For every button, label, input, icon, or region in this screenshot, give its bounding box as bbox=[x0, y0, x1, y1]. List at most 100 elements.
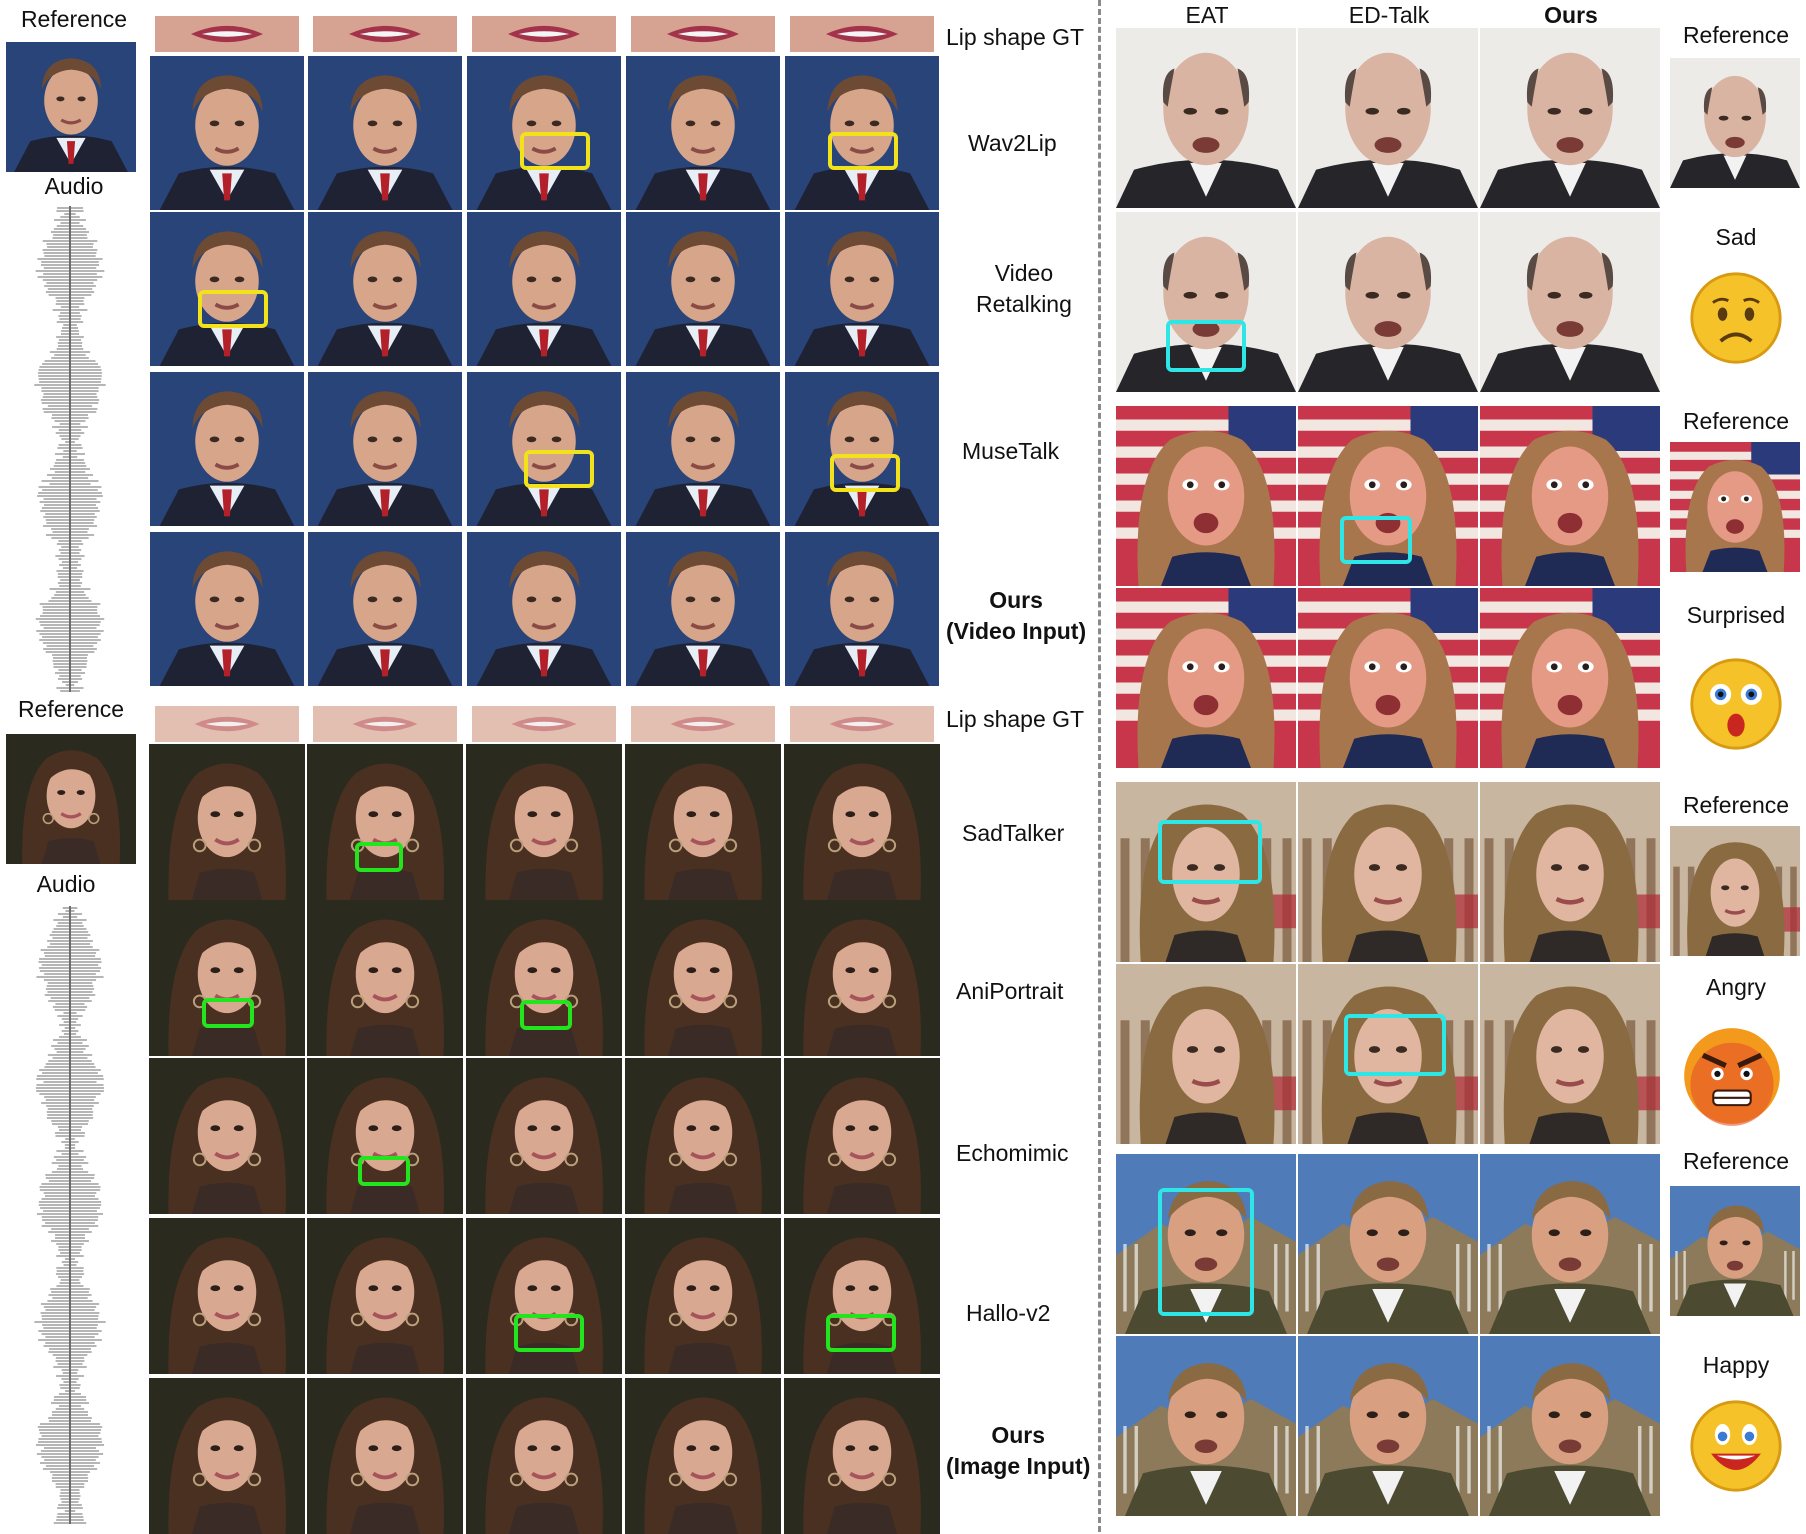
emotion-label-angry: Angry bbox=[1705, 974, 1767, 1000]
row-label-lip-gt: Lip shape GT bbox=[946, 24, 1085, 50]
video-frame bbox=[783, 1058, 941, 1214]
video-frame bbox=[306, 744, 464, 900]
row-label-aniportrait: AniPortrait bbox=[956, 978, 1064, 1004]
lip-shape-gt-frame bbox=[624, 16, 782, 52]
reference-label: Reference bbox=[1682, 792, 1790, 818]
video-frame bbox=[624, 900, 782, 1056]
audio-label: Audio bbox=[36, 871, 96, 897]
emotion-frame bbox=[1116, 1336, 1296, 1516]
emotion-frame bbox=[1480, 782, 1660, 962]
highlight-box bbox=[355, 842, 403, 872]
video-frame bbox=[148, 212, 306, 366]
video-frame bbox=[306, 372, 464, 526]
video-frame bbox=[624, 532, 782, 686]
reference-label: Reference bbox=[1682, 1148, 1790, 1174]
reference-image bbox=[6, 42, 136, 172]
video-frame bbox=[148, 744, 306, 900]
lip-shape-gt-frame bbox=[148, 16, 306, 52]
reference-image bbox=[6, 734, 136, 864]
emotion-frame bbox=[1480, 28, 1660, 208]
audio-waveform bbox=[34, 206, 106, 692]
row-label-hallo-v2: Hallo-v2 bbox=[966, 1300, 1051, 1326]
highlight-box bbox=[358, 1156, 410, 1186]
video-frame bbox=[148, 56, 306, 210]
lip-shape-gt-frame bbox=[465, 706, 623, 742]
lip-shape-gt-frame bbox=[306, 16, 464, 52]
video-frame bbox=[465, 900, 623, 1056]
video-frame bbox=[465, 372, 623, 526]
row-label-wav2lip: Wav2Lip bbox=[968, 130, 1057, 156]
highlight-box bbox=[1340, 516, 1412, 564]
surprised-emoji-icon bbox=[1688, 656, 1784, 752]
video-frame bbox=[465, 212, 623, 366]
emotion-frame bbox=[1480, 964, 1660, 1144]
column-header-ours: Ours bbox=[1544, 2, 1598, 28]
row-label-musetalk: MuseTalk bbox=[962, 438, 1060, 464]
emotion-frame bbox=[1116, 28, 1296, 208]
reference-image bbox=[1670, 826, 1800, 956]
emotion-frame bbox=[1480, 1336, 1660, 1516]
emotion-frame bbox=[1480, 588, 1660, 768]
lip-shape-gt-frame bbox=[624, 706, 782, 742]
video-frame bbox=[624, 744, 782, 900]
video-frame bbox=[465, 1058, 623, 1214]
emotion-label-surprised: Surprised bbox=[1686, 602, 1786, 628]
video-frame bbox=[465, 532, 623, 686]
video-frame bbox=[306, 212, 464, 366]
video-frame bbox=[465, 744, 623, 900]
emotion-label-sad: Sad bbox=[1715, 224, 1757, 250]
video-frame bbox=[306, 1378, 464, 1534]
lip-shape-gt-frame bbox=[306, 706, 464, 742]
highlight-box bbox=[514, 1314, 584, 1352]
row-label-sadtalker: SadTalker bbox=[962, 820, 1065, 846]
video-frame bbox=[148, 532, 306, 686]
highlight-box bbox=[520, 1000, 572, 1030]
happy-emoji-icon bbox=[1688, 1398, 1784, 1494]
highlight-box bbox=[830, 454, 900, 492]
row-label-echomimic: Echomimic bbox=[956, 1140, 1069, 1166]
reference-label: Reference bbox=[1682, 408, 1790, 434]
row-label-ours-image: Ours (Image Input) bbox=[946, 1422, 1091, 1479]
reference-label: Reference bbox=[1682, 22, 1790, 48]
emotion-frame bbox=[1480, 406, 1660, 586]
row-label-ours-video: Ours (Video Input) bbox=[946, 587, 1087, 644]
emotion-frame bbox=[1298, 212, 1478, 392]
emotion-frame bbox=[1480, 212, 1660, 392]
emotion-frame bbox=[1116, 964, 1296, 1144]
lip-shape-gt-frame bbox=[783, 16, 941, 52]
highlight-box bbox=[524, 450, 594, 488]
emotion-frame bbox=[1116, 588, 1296, 768]
emotion-frame bbox=[1298, 782, 1478, 962]
reference-label: Reference bbox=[20, 6, 128, 32]
video-frame bbox=[306, 900, 464, 1056]
sad-emoji-icon bbox=[1688, 270, 1784, 366]
highlight-box bbox=[520, 132, 590, 170]
video-frame bbox=[306, 1058, 464, 1214]
video-frame bbox=[148, 372, 306, 526]
video-frame bbox=[783, 1378, 941, 1534]
video-frame bbox=[624, 1378, 782, 1534]
dashed-divider bbox=[1098, 0, 1101, 1532]
video-frame bbox=[148, 900, 306, 1056]
row-label-lip-gt: Lip shape GT bbox=[946, 706, 1085, 732]
highlight-box bbox=[828, 132, 898, 170]
video-frame bbox=[624, 372, 782, 526]
video-frame bbox=[783, 212, 941, 366]
reference-image bbox=[1670, 1186, 1800, 1316]
highlight-box bbox=[1166, 320, 1246, 372]
emotion-frame bbox=[1116, 406, 1296, 586]
video-frame bbox=[306, 1218, 464, 1374]
video-frame bbox=[306, 56, 464, 210]
angry-emoji-icon bbox=[1680, 1024, 1784, 1128]
highlight-box bbox=[1344, 1014, 1446, 1076]
video-frame bbox=[148, 1058, 306, 1214]
lip-shape-gt-frame bbox=[148, 706, 306, 742]
video-frame bbox=[624, 212, 782, 366]
highlight-box bbox=[826, 1314, 896, 1352]
video-frame bbox=[783, 744, 941, 900]
highlight-box bbox=[1158, 820, 1262, 884]
video-frame bbox=[148, 1218, 306, 1374]
emotion-frame bbox=[1298, 1154, 1478, 1334]
lip-shape-gt-frame bbox=[783, 706, 941, 742]
reference-image bbox=[1670, 442, 1800, 572]
